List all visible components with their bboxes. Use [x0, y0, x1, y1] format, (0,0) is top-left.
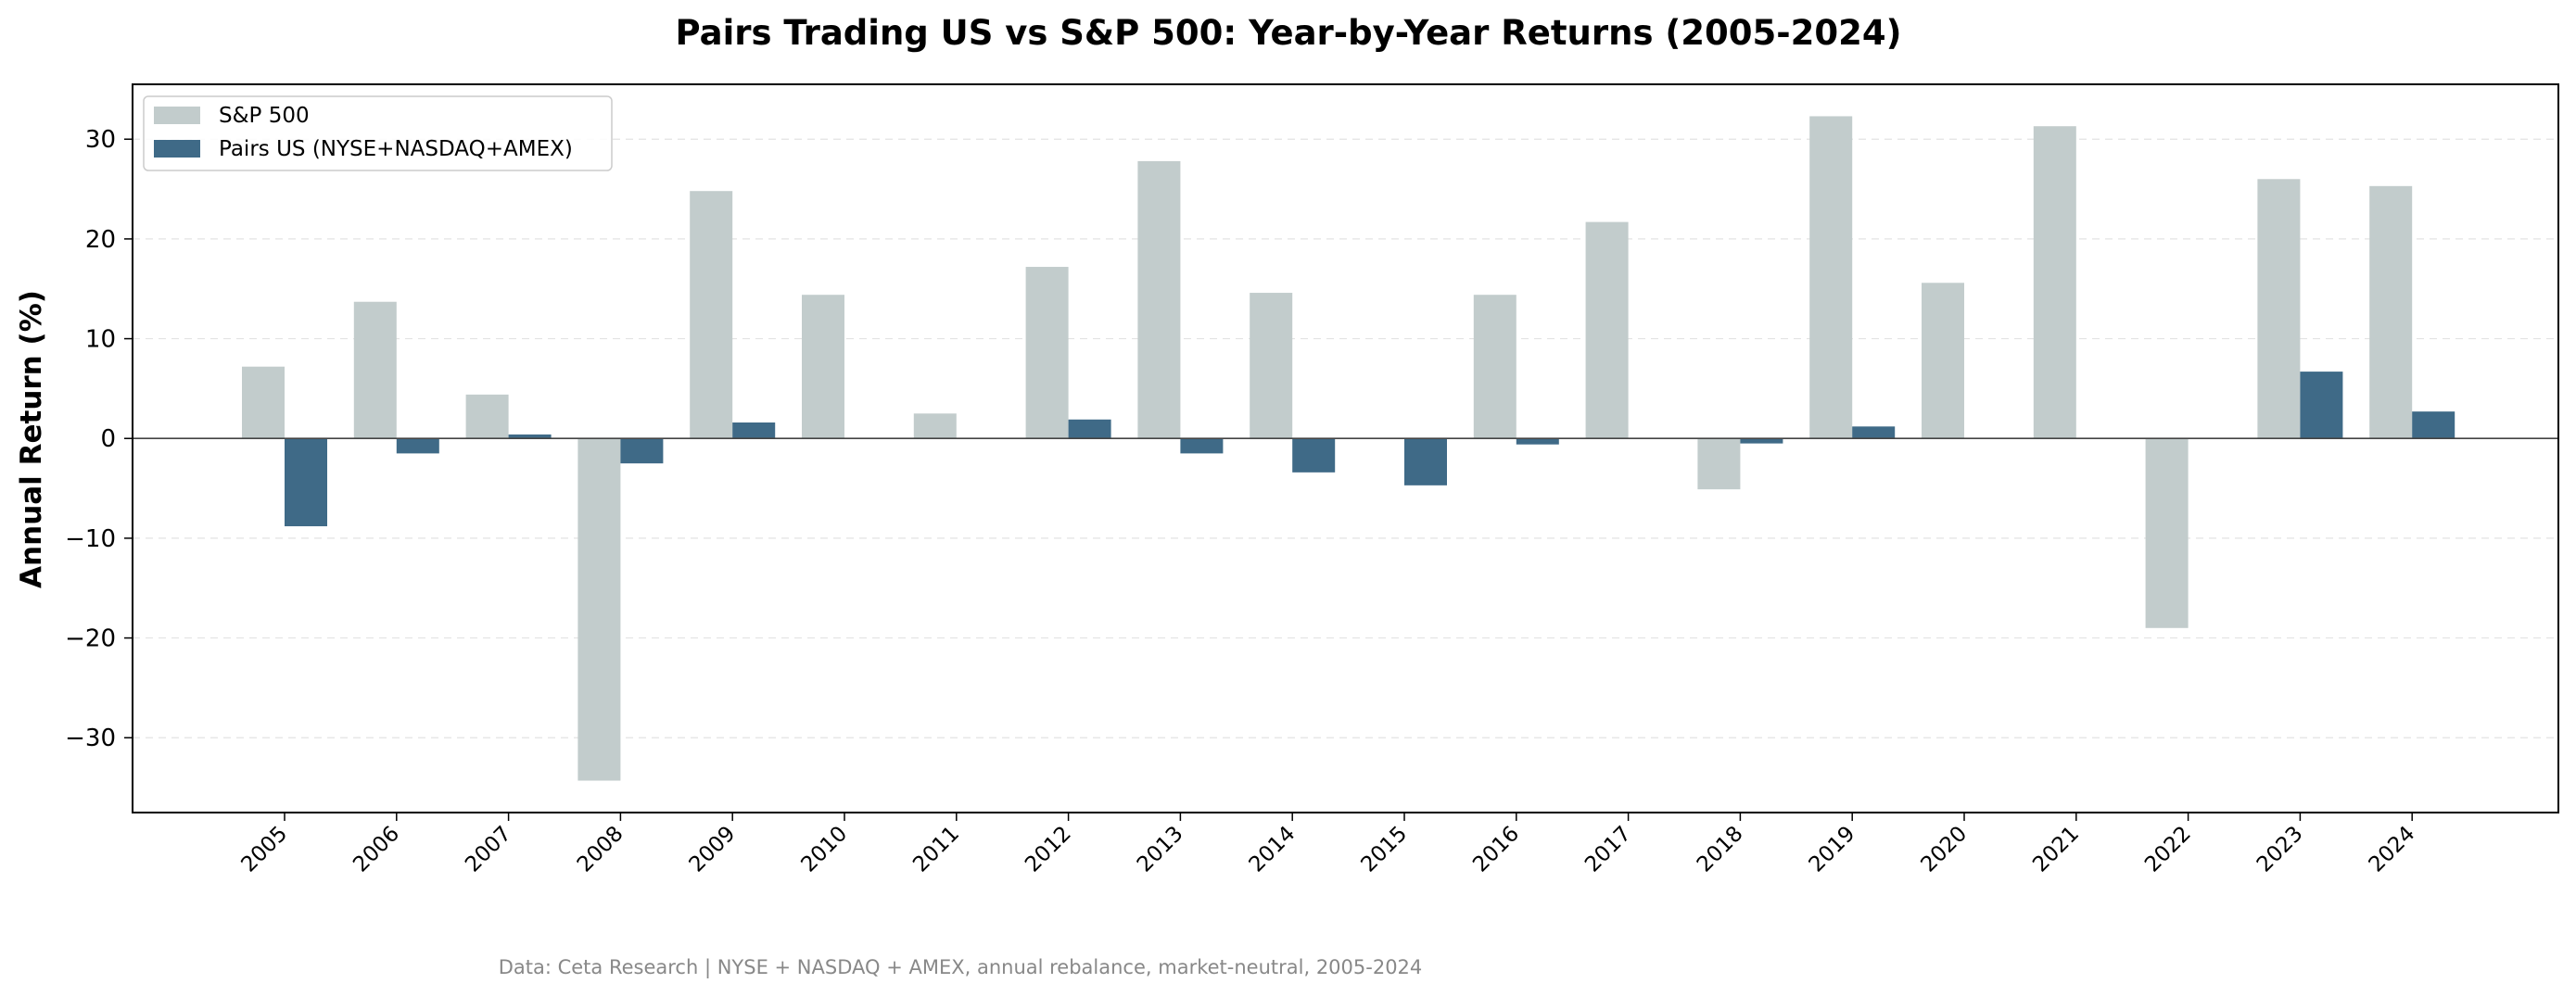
- y-tick-label: −10: [65, 525, 116, 553]
- legend-label-pairs-us: Pairs US (NYSE+NASDAQ+AMEX): [219, 137, 573, 161]
- x-tick-label: 2021: [2028, 822, 2084, 877]
- bar-sp500: [1025, 267, 1069, 439]
- x-tick-label: 2024: [2365, 822, 2420, 877]
- bar-pairs-us: [2412, 411, 2455, 439]
- bar-sp500: [1473, 295, 1516, 439]
- bar-sp500: [465, 394, 509, 439]
- x-tick-label: 2017: [1580, 822, 1636, 877]
- bar-sp500: [1697, 438, 1741, 490]
- legend-swatch-pairs-us: [154, 140, 200, 158]
- y-tick-label: 10: [85, 326, 116, 354]
- bar-pairs-us: [508, 434, 552, 439]
- x-tick-label: 2015: [1356, 822, 1412, 877]
- y-tick-label: −20: [65, 625, 116, 653]
- plot-frame: [132, 83, 2559, 813]
- x-tick-label: 2006: [349, 822, 404, 877]
- bar-sp500: [2145, 438, 2189, 628]
- bar-pairs-us: [396, 438, 439, 454]
- bar-pairs-us: [1180, 438, 1224, 454]
- bar-sp500: [1585, 221, 1629, 439]
- bar-sp500: [242, 366, 285, 439]
- y-tick-label: 0: [100, 425, 116, 453]
- x-tick-label: 2019: [1805, 822, 1860, 877]
- x-tick-label: 2016: [1468, 822, 1524, 877]
- bar-pairs-us: [2300, 372, 2343, 439]
- bar-sp500: [1809, 116, 1853, 439]
- y-tick-label: −30: [65, 725, 116, 752]
- bar-sp500: [690, 191, 733, 439]
- bar-sp500: [2033, 126, 2076, 439]
- bar-pairs-us: [1292, 438, 1336, 473]
- y-tick-label: 30: [85, 126, 116, 154]
- bar-pairs-us: [620, 438, 664, 464]
- bar-pairs-us: [1404, 438, 1447, 485]
- bar-sp500: [2369, 185, 2413, 439]
- bar-pairs-us: [1740, 438, 1783, 444]
- bar-sp500: [2257, 179, 2301, 439]
- bar-sp500: [1922, 283, 1964, 439]
- bar-pairs-us: [1516, 438, 1559, 445]
- bar-sp500: [913, 413, 957, 439]
- x-tick-label: 2023: [2252, 822, 2308, 877]
- x-tick-label: 2005: [236, 822, 292, 877]
- bar-pairs-us: [1068, 419, 1111, 439]
- bars: [242, 116, 2455, 781]
- x-tick-label: 2007: [461, 822, 516, 877]
- x-tick-label: 2014: [1245, 822, 1301, 877]
- bar-sp500: [1250, 293, 1293, 439]
- x-tick-label: 2018: [1693, 822, 1748, 877]
- chart-title: Pairs Trading US vs S&P 500: Year-by-Yea…: [675, 13, 1901, 53]
- x-tick-label: 2009: [685, 822, 741, 877]
- y-axis: −30 −20 −10 0 10 20 30: [65, 126, 133, 752]
- legend: S&P 500 Pairs US (NYSE+NASDAQ+AMEX): [143, 95, 613, 171]
- legend-label-sp500: S&P 500: [219, 104, 310, 128]
- y-tick-label: 20: [85, 226, 116, 254]
- x-tick-label: 2011: [908, 822, 964, 877]
- x-tick-label: 2013: [1133, 822, 1188, 877]
- legend-swatch-sp500: [154, 107, 200, 124]
- bar-sp500: [1137, 160, 1181, 439]
- legend-box: [143, 95, 613, 171]
- bar-pairs-us: [732, 422, 776, 439]
- bar-pairs-us: [285, 438, 327, 526]
- x-tick-label: 2010: [796, 822, 852, 877]
- x-tick-label: 2022: [2140, 822, 2196, 877]
- x-tick-label: 2008: [573, 822, 628, 877]
- bar-sp500: [353, 301, 397, 439]
- x-axis: 2005 2006 2007 2008 2009 2010 2011 2012 2013 2014…: [236, 813, 2419, 877]
- x-tick-label: 2020: [1916, 822, 1972, 877]
- bar-sp500: [577, 438, 621, 781]
- bar-pairs-us: [1852, 426, 1896, 439]
- x-tick-label: 2012: [1021, 822, 1076, 877]
- source-note: Data: Ceta Research | NYSE + NASDAQ + AM…: [499, 956, 1423, 979]
- bar-sp500: [802, 295, 844, 439]
- y-axis-label: Annual Return (%): [15, 290, 48, 588]
